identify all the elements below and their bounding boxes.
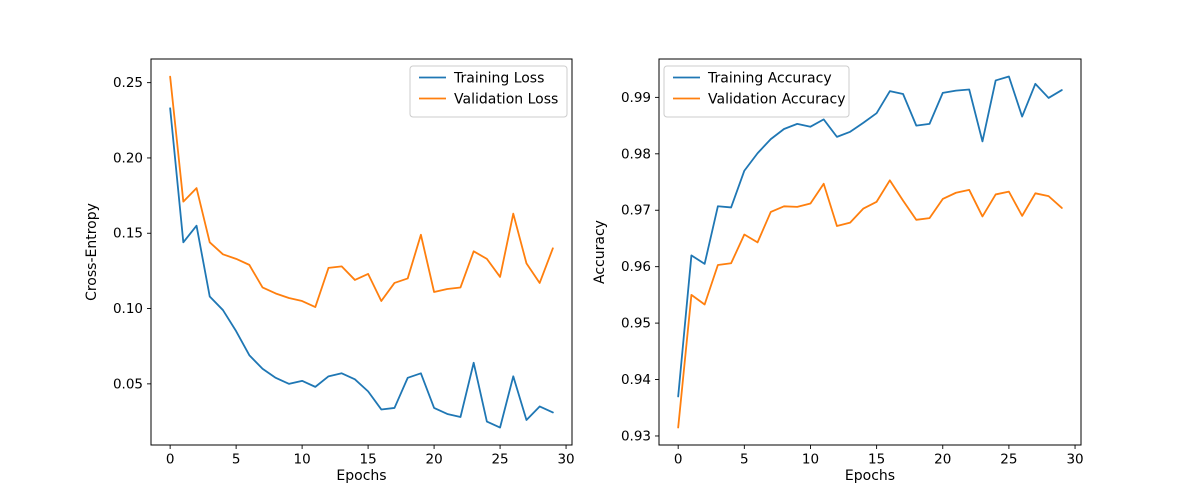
loss-subplot: 0 5 10 15 20 25 30 0.05 0.10 0.15 0.20 0.25 Epochs Cr… — [84, 58, 575, 484]
validation-accuracy-line — [677, 179, 1063, 429]
accuracy-subplot: 0 5 10 15 20 25 30 0.93 0.94 0.95 0.96 0.97 0.98 0.99… — [592, 58, 1084, 484]
validation-loss-line — [169, 75, 554, 308]
axes-spines — [658, 58, 1082, 446]
y-tick-label: 0.94 — [621, 372, 651, 388]
x-tick-label: 30 — [557, 452, 574, 468]
legend: Training Loss Validation Loss — [409, 65, 568, 118]
x-tick-label: 15 — [360, 452, 377, 468]
y-tick-label: 0.20 — [113, 150, 143, 166]
x-axis-label: Epochs — [336, 468, 386, 484]
training-loss-line — [169, 107, 554, 429]
y-tick-label: 0.05 — [113, 376, 143, 392]
x-tick-label: 15 — [868, 452, 885, 468]
x-tick-label: 0 — [674, 452, 683, 468]
x-axis-label: Epochs — [845, 468, 895, 484]
y-tick-label: 0.98 — [621, 146, 651, 162]
x-tick-label: 0 — [166, 452, 175, 468]
x-tick-label: 20 — [934, 452, 951, 468]
x-tick-label: 10 — [802, 452, 819, 468]
y-tick-label: 0.99 — [621, 90, 651, 106]
y-axis-label: Accuracy — [592, 220, 608, 284]
y-tick-label: 0.25 — [113, 75, 143, 91]
legend-box — [663, 65, 850, 118]
legend-label: Validation Loss — [454, 91, 558, 107]
training-accuracy-line — [677, 75, 1063, 398]
y-tick-label: 0.93 — [621, 428, 651, 444]
x-tick-label: 5 — [740, 452, 749, 468]
legend-label: Training Accuracy — [707, 70, 832, 86]
legend-label: Validation Accuracy — [708, 91, 846, 107]
x-tick-label: 10 — [294, 452, 311, 468]
y-tick-label: 0.95 — [621, 316, 651, 332]
legend: Training Accuracy Validation Accuracy — [663, 65, 850, 118]
y-tick-label: 0.96 — [621, 259, 651, 275]
x-tick-label: 5 — [232, 452, 241, 468]
x-tick-label: 30 — [1066, 452, 1083, 468]
y-axis-label: Cross-Entropy — [84, 203, 100, 301]
y-tick-label: 0.10 — [113, 301, 143, 317]
x-tick-label: 25 — [1000, 452, 1017, 468]
y-tick-label: 0.97 — [621, 203, 651, 219]
x-tick-label: 25 — [491, 452, 508, 468]
legend-box — [409, 65, 568, 118]
y-tick-label: 0.15 — [113, 226, 143, 242]
legend-label: Training Loss — [453, 70, 544, 86]
x-tick-label: 20 — [425, 452, 442, 468]
